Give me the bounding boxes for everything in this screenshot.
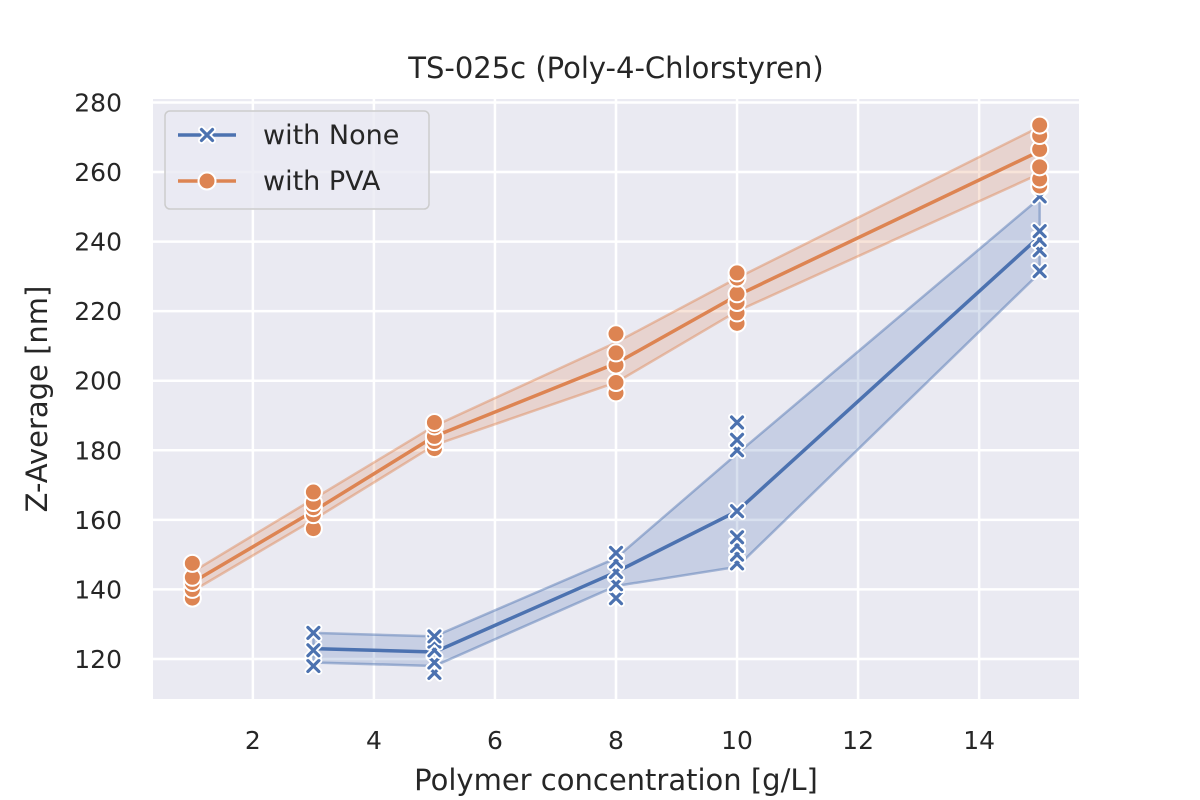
point-with-none xyxy=(728,430,747,449)
x-tick-labels: 2 4 6 8 10 12 14 xyxy=(245,726,995,755)
legend-label: with PVA xyxy=(263,166,381,197)
point-with-none xyxy=(607,543,625,562)
x-tick-label: 10 xyxy=(721,726,753,755)
y-tick-label: 180 xyxy=(74,436,122,465)
x-tick-label: 12 xyxy=(842,726,874,755)
y-tick-label: 240 xyxy=(74,228,122,257)
point-with-none xyxy=(304,641,323,660)
x-axis-label: Polymer concentration [g/L] xyxy=(414,763,818,797)
legend-item-with-none: with None xyxy=(178,120,399,151)
y-tick-label: 140 xyxy=(74,575,122,604)
point-with-pva xyxy=(424,412,444,432)
y-tick-label: 280 xyxy=(74,88,122,117)
x-tick-label: 8 xyxy=(608,726,624,755)
legend-label: with None xyxy=(263,120,399,151)
y-tick-labels: 120 140 160 180 200 220 240 260 280 xyxy=(74,88,122,674)
point-with-pva xyxy=(606,372,626,392)
point-with-pva xyxy=(1030,157,1050,177)
point-with-none xyxy=(425,653,444,672)
point-with-none xyxy=(607,589,625,608)
point-with-pva xyxy=(727,263,747,283)
y-tick-label: 260 xyxy=(74,158,122,187)
point-with-pva xyxy=(182,553,202,573)
chart-title: TS-025c (Poly-4-Chlorstyren) xyxy=(407,51,824,85)
x-tick-label: 4 xyxy=(366,726,382,755)
point-with-none xyxy=(304,656,323,675)
point-with-none xyxy=(304,623,323,642)
point-with-none xyxy=(728,528,747,547)
point-with-none xyxy=(607,575,625,594)
y-tick-label: 160 xyxy=(74,506,122,535)
y-tick-label: 200 xyxy=(74,367,122,396)
point-with-none xyxy=(728,502,747,521)
point-with-pva xyxy=(606,324,626,344)
y-tick-label: 120 xyxy=(74,645,122,674)
point-with-pva xyxy=(1030,115,1050,135)
point-with-none xyxy=(728,413,747,432)
legend-item-with-pva: with PVA xyxy=(178,166,381,197)
point-with-none xyxy=(1030,222,1049,241)
line-with-pva xyxy=(191,149,1041,584)
x-tick-label: 2 xyxy=(245,726,261,755)
y-axis-label: Z-Average [nm] xyxy=(20,286,54,513)
legend-marker xyxy=(197,171,217,191)
x-tick-label: 6 xyxy=(487,726,503,755)
x-tick-label: 14 xyxy=(963,726,995,755)
point-with-none xyxy=(1030,262,1049,281)
y-tick-label: 220 xyxy=(74,297,122,326)
point-with-pva xyxy=(303,482,323,502)
legend-marker xyxy=(198,126,216,144)
series-markers xyxy=(182,115,1050,682)
point-with-none xyxy=(425,627,444,646)
legend: with None with PVA xyxy=(164,110,430,210)
point-with-pva xyxy=(727,284,747,304)
point-with-pva xyxy=(606,343,626,363)
